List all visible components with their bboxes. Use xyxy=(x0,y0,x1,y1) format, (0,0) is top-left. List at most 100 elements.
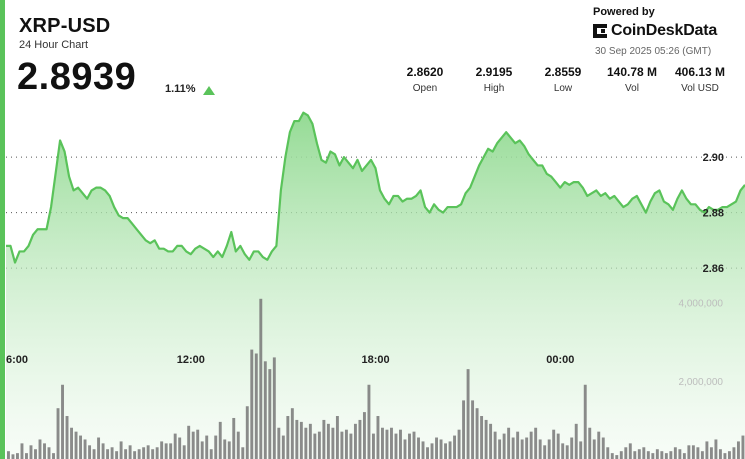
accent-bar xyxy=(0,0,5,459)
volume-bar xyxy=(637,449,641,459)
volume-bar xyxy=(371,433,375,459)
volume-bar xyxy=(191,431,195,459)
volume-bar xyxy=(714,439,718,459)
volume-bar xyxy=(340,431,344,459)
volume-bar xyxy=(70,427,73,459)
volume-bar xyxy=(700,451,704,459)
stat-label: Vol USD xyxy=(681,83,719,94)
volume-bar xyxy=(561,443,565,459)
volume-bar xyxy=(705,441,709,459)
price-change: 1.11% xyxy=(165,83,196,95)
volume-bar xyxy=(723,453,727,459)
volume-bar xyxy=(502,433,506,459)
volume-bar xyxy=(272,357,276,459)
volume-tick-label: 2,000,000 xyxy=(679,377,724,388)
volume-bar xyxy=(466,369,470,459)
x-tick-label: 00:00 xyxy=(546,354,574,366)
volume-bar xyxy=(65,416,69,459)
volume-bar xyxy=(362,412,366,459)
volume-bar xyxy=(556,433,560,459)
volume-bar xyxy=(169,443,173,459)
stat-value: 406.13 M xyxy=(674,65,726,79)
brand-logo: CoinDeskData xyxy=(593,22,717,40)
stat-value: 2.8559 xyxy=(544,65,582,79)
volume-bar xyxy=(241,447,245,459)
volume-bar xyxy=(259,298,263,459)
volume-bar xyxy=(133,451,137,459)
volume-bar xyxy=(678,449,682,459)
volume-bar xyxy=(110,447,114,459)
volume-bar xyxy=(525,437,529,459)
volume-bar xyxy=(660,451,664,459)
stat-open: 2.8620 Open xyxy=(385,65,465,94)
volume-bar xyxy=(484,419,488,459)
volume-bar xyxy=(142,447,146,459)
volume-bar xyxy=(381,427,384,459)
volume-bar xyxy=(38,439,42,459)
volume-bar xyxy=(687,445,691,459)
stat-volume: 140.78 M Vol xyxy=(592,65,672,94)
volume-bar xyxy=(250,349,254,459)
volume-bar xyxy=(200,441,204,459)
volume-bar xyxy=(83,439,87,459)
volume-bar xyxy=(56,408,60,459)
volume-bar xyxy=(308,423,312,459)
volume-bar xyxy=(709,447,713,459)
volume-bar xyxy=(304,427,308,459)
volume-bar xyxy=(489,423,493,459)
volume-bar xyxy=(322,419,326,459)
volume-bar xyxy=(741,435,745,459)
stat-volume-usd: 406.13 M Vol USD xyxy=(660,65,740,94)
stat-label: High xyxy=(483,83,505,94)
volume-bar xyxy=(448,441,452,459)
volume-bar xyxy=(11,454,15,459)
volume-tick-label: 4,000,000 xyxy=(679,299,724,310)
volume-bar xyxy=(128,445,132,459)
volume-bar xyxy=(205,435,209,459)
stat-value: 140.78 M xyxy=(606,65,658,79)
volume-bar xyxy=(412,431,416,459)
volume-bar xyxy=(254,353,258,459)
volume-bar xyxy=(290,408,294,459)
volume-bar xyxy=(137,449,141,459)
volume-bar xyxy=(286,416,290,459)
volume-bar xyxy=(218,421,222,459)
volume-bar xyxy=(507,427,511,459)
volume-bar xyxy=(335,416,339,459)
volume-bar xyxy=(88,445,92,459)
volume-bar xyxy=(236,431,240,459)
volume-bar xyxy=(435,437,438,459)
volume-bar xyxy=(178,437,182,459)
volume-bar xyxy=(281,435,285,459)
coindesk-logo-icon xyxy=(593,24,607,38)
volume-bar xyxy=(353,423,357,459)
volume-bar xyxy=(277,427,281,459)
volume-bar xyxy=(227,441,231,459)
volume-bar xyxy=(313,433,317,459)
volume-bar xyxy=(101,443,105,459)
volume-bar xyxy=(74,431,78,459)
chart-subtitle: 24 Hour Chart xyxy=(19,39,89,51)
volume-bar xyxy=(597,431,601,459)
volume-bar xyxy=(268,369,272,459)
volume-bar xyxy=(570,437,574,459)
volume-bar xyxy=(475,408,479,459)
volume-bar xyxy=(651,453,655,459)
volume-bar xyxy=(493,431,497,459)
volume-bar xyxy=(516,431,520,459)
volume-bar xyxy=(29,445,33,459)
volume-bar xyxy=(727,451,731,459)
volume-bar xyxy=(439,439,443,459)
price-tick-label: 2.86 xyxy=(703,263,724,275)
volume-bar xyxy=(20,443,24,459)
volume-bar xyxy=(682,453,686,459)
volume-bar xyxy=(263,361,267,459)
volume-bar xyxy=(196,429,200,459)
volume-bar xyxy=(7,451,10,459)
volume-bar xyxy=(718,449,722,459)
volume-bar xyxy=(646,451,650,459)
volume-bar xyxy=(736,441,740,459)
volume-bar xyxy=(385,429,389,459)
stat-low: 2.8559 Low xyxy=(523,65,603,94)
